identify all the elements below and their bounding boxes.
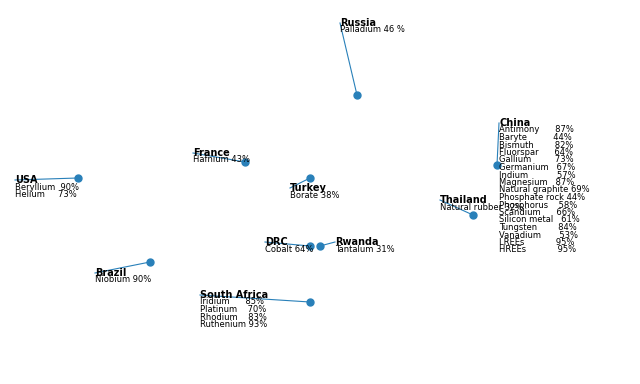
Text: Baryte          44%: Baryte 44%: [499, 133, 572, 142]
Text: Brazil: Brazil: [95, 268, 126, 278]
Text: Beryllium  90%: Beryllium 90%: [15, 182, 79, 192]
Text: Tungsten        84%: Tungsten 84%: [499, 223, 577, 232]
Text: Fluorspar      64%: Fluorspar 64%: [499, 148, 573, 157]
Text: Platinum    70%: Platinum 70%: [200, 305, 266, 314]
Text: France: France: [193, 148, 230, 158]
Text: Thailand: Thailand: [440, 195, 488, 205]
Text: Germanium   67%: Germanium 67%: [499, 163, 575, 172]
Text: Helium     73%: Helium 73%: [15, 190, 77, 199]
Text: Vanadium       53%: Vanadium 53%: [499, 230, 578, 240]
Text: Ruthenium 93%: Ruthenium 93%: [200, 320, 268, 329]
Text: Rwanda: Rwanda: [335, 237, 378, 247]
Text: Phosphorus    58%: Phosphorus 58%: [499, 200, 577, 210]
Text: Tantalum 31%: Tantalum 31%: [335, 245, 395, 253]
Text: HREEs            95%: HREEs 95%: [499, 245, 576, 255]
Text: Scandium      66%: Scandium 66%: [499, 208, 575, 217]
Text: Phosphate rock 44%: Phosphate rock 44%: [499, 193, 585, 202]
Text: USA: USA: [15, 175, 38, 185]
Text: Hafnium 43%: Hafnium 43%: [193, 156, 250, 164]
Text: Russia: Russia: [340, 18, 376, 28]
Text: Natural rubber 32%: Natural rubber 32%: [440, 202, 524, 212]
Text: DRC: DRC: [265, 237, 288, 247]
Text: Antimony      87%: Antimony 87%: [499, 126, 574, 134]
Text: Silicon metal   61%: Silicon metal 61%: [499, 215, 580, 225]
Text: Natural graphite 69%: Natural graphite 69%: [499, 185, 589, 195]
Text: Rhodium    83%: Rhodium 83%: [200, 313, 267, 321]
Text: Magnesium   87%: Magnesium 87%: [499, 178, 574, 187]
Text: Bismuth        82%: Bismuth 82%: [499, 141, 573, 149]
Text: Cobalt 64%: Cobalt 64%: [265, 245, 314, 253]
Text: Palladium 46 %: Palladium 46 %: [340, 25, 405, 35]
Text: Iridium      85%: Iridium 85%: [200, 298, 264, 306]
Text: Gallium         73%: Gallium 73%: [499, 156, 573, 164]
Text: Indium           57%: Indium 57%: [499, 170, 575, 179]
Text: Borate 38%: Borate 38%: [290, 190, 339, 200]
Text: LREEs            95%: LREEs 95%: [499, 238, 574, 247]
Text: Turkey: Turkey: [290, 183, 327, 193]
Text: South Africa: South Africa: [200, 290, 268, 300]
Text: Niobium 90%: Niobium 90%: [95, 275, 151, 285]
Text: China: China: [499, 118, 531, 128]
